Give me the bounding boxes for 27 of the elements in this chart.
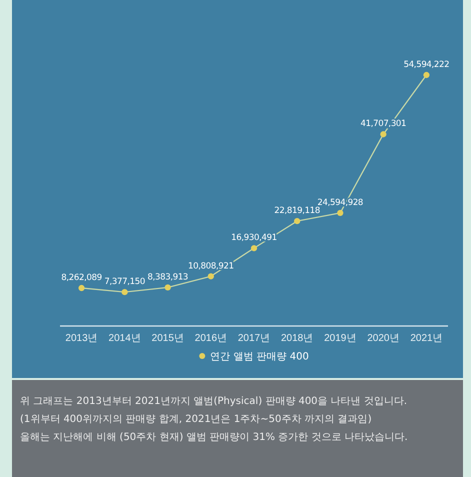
point — [380, 131, 386, 138]
text: 위 그래프는 2013년부터 2021년까지 앨범(Physical) 판매량 400을 나타낸 것입니다. — [20, 396, 408, 407]
x-tick-label: 2019년 — [324, 333, 356, 344]
data-label: 7,377,150 — [104, 277, 145, 288]
point — [337, 210, 344, 216]
x-tick-label: 2021년 — [410, 333, 443, 344]
x-tick-label: 2017년 — [238, 333, 270, 344]
point — [208, 273, 214, 280]
point — [294, 218, 300, 224]
text: (1위부터 400위까지의 판매량 합계, 2021년은 1주차~50주차 까지의 결과임) — [20, 414, 372, 425]
point — [164, 284, 171, 291]
data-label: 22,819,118 — [274, 206, 320, 216]
point — [78, 284, 85, 292]
text: 올해는 지난해에 비해 (50주차 현재) 앨범 판매량이 31% 증가한 것으로 나타났습니다. — [20, 432, 408, 443]
x-tick-label: 2014년 — [108, 333, 141, 344]
x-tick-label: 2016년 — [194, 333, 228, 344]
data-label: 54,594,222 — [404, 60, 450, 70]
point — [423, 72, 430, 78]
x-tick-label: 2018년 — [280, 333, 314, 344]
x-tick-label: 2015년 — [152, 333, 184, 344]
data-label: 8,383,913 — [147, 272, 188, 282]
x-tick-label: 2013년 — [65, 333, 98, 344]
x-tick-label: 2020년 — [367, 333, 400, 344]
point — [250, 245, 258, 252]
data-label: 8,262,089 — [61, 273, 102, 284]
point — [122, 289, 128, 296]
legend-label: 연간 앨범 판매량 400 — [210, 352, 309, 362]
